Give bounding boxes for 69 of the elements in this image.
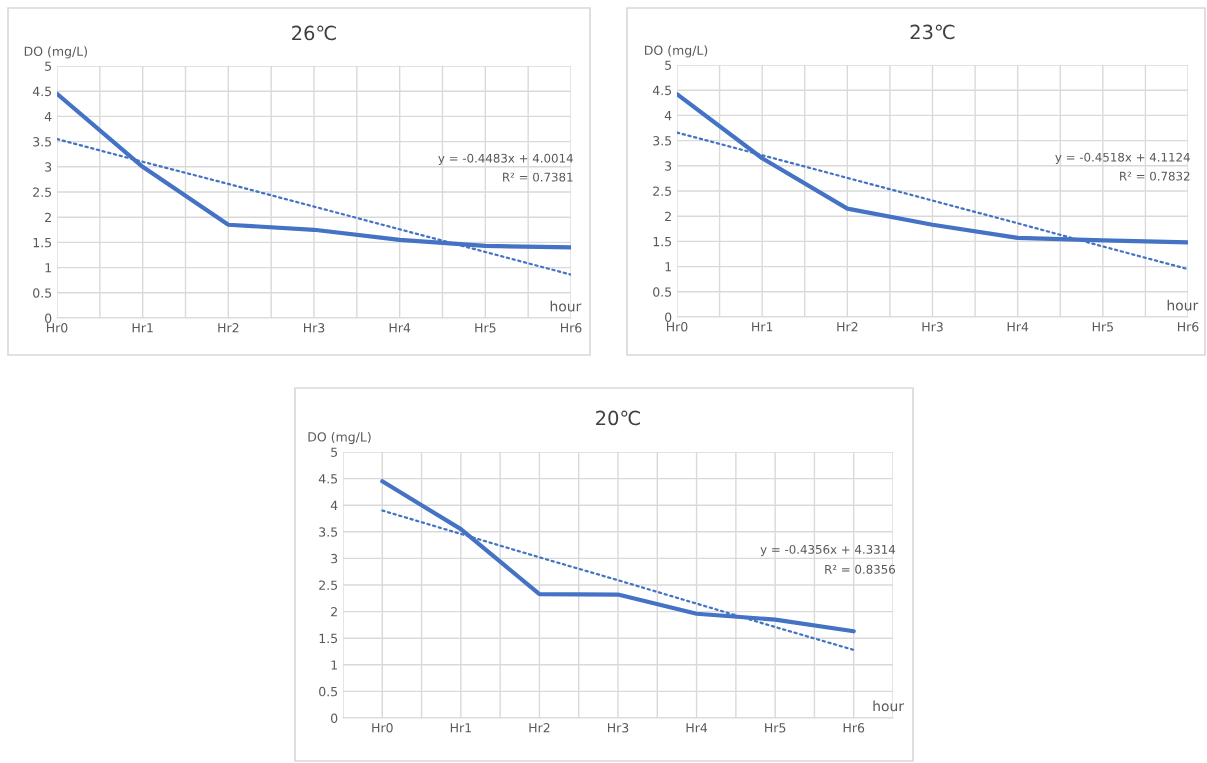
y-tick-label: 1.5 bbox=[319, 633, 338, 644]
y-tick-label: 3.5 bbox=[319, 527, 338, 537]
y-tick-label: 1.5 bbox=[33, 238, 52, 248]
x-tick-label: Hr3 bbox=[607, 723, 629, 733]
y-tick-label: 0.5 bbox=[653, 287, 672, 297]
y-tick-label: 5 bbox=[331, 447, 338, 457]
x-tick-label: Hr6 bbox=[560, 323, 582, 333]
x-tick-label: Hr5 bbox=[765, 723, 786, 733]
y-axis-title: DO (mg/L) bbox=[645, 45, 708, 58]
y-tick-label: 0 bbox=[665, 312, 672, 322]
x-tick-label: Hr0 bbox=[46, 323, 68, 333]
x-axis-title: hour bbox=[1167, 299, 1199, 311]
x-tick-label: Hr0 bbox=[666, 322, 688, 332]
y-tick-label: 1 bbox=[45, 263, 51, 273]
y-tick-label: 4 bbox=[44, 112, 52, 122]
y-tick-label: 2.5 bbox=[653, 186, 672, 196]
y-tick-label: 1.5 bbox=[653, 237, 672, 247]
annotation: R² = 0.7381 bbox=[503, 172, 573, 182]
y-tick-label: 1 bbox=[331, 660, 337, 670]
y-axis-title: DO (mg/L) bbox=[24, 46, 87, 59]
x-tick-label: Hr4 bbox=[1007, 322, 1029, 332]
y-axis-title: DO (mg/L) bbox=[308, 431, 371, 445]
y-tick-label: 4.5 bbox=[318, 474, 338, 484]
x-tick-label: Hr6 bbox=[1177, 322, 1199, 332]
y-tick-label: 4 bbox=[664, 111, 672, 121]
y-tick-label: 0 bbox=[45, 313, 52, 323]
annotation: R² = 0.7832 bbox=[1120, 171, 1190, 181]
x-tick-label: Hr2 bbox=[529, 723, 550, 733]
x-tick-label: Hr5 bbox=[1092, 322, 1113, 332]
x-tick-label: Hr6 bbox=[843, 723, 865, 733]
x-axis-title: hour bbox=[873, 700, 904, 712]
y-tick-label: 4 bbox=[330, 500, 338, 510]
x-tick-label: Hr3 bbox=[922, 322, 943, 332]
x-axis-title: hour bbox=[550, 300, 582, 312]
annotation: R² = 0.8356 bbox=[825, 564, 896, 574]
x-tick-label: Hr5 bbox=[475, 323, 496, 333]
y-tick-label: 3.5 bbox=[653, 136, 672, 146]
y-tick-label: 5 bbox=[665, 60, 672, 70]
annotation: y = -0.4518x + 4.1124 bbox=[1055, 152, 1190, 164]
y-tick-label: 5 bbox=[45, 61, 52, 71]
x-tick-label: Hr2 bbox=[218, 323, 239, 333]
y-tick-label: 3 bbox=[45, 162, 52, 172]
y-tick-label: 3 bbox=[331, 553, 338, 564]
y-tick-label: 2 bbox=[331, 607, 337, 617]
x-tick-label: Hr0 bbox=[372, 723, 393, 733]
y-tick-label: 2 bbox=[665, 211, 671, 221]
chart-title: 20℃ bbox=[596, 410, 640, 426]
y-tick-label: 0.5 bbox=[33, 288, 52, 298]
y-tick-label: 2.5 bbox=[33, 187, 52, 197]
chart-title: 26℃ bbox=[292, 25, 336, 41]
chart-title: 23℃ bbox=[910, 24, 955, 40]
x-tick-label: Hr1 bbox=[132, 323, 153, 333]
y-tick-label: 4.5 bbox=[652, 85, 672, 96]
y-tick-label: 3.5 bbox=[33, 137, 52, 147]
annotation: y = -0.4483x + 4.0014 bbox=[438, 153, 573, 165]
y-tick-label: 2.5 bbox=[319, 580, 338, 590]
y-tick-label: 3 bbox=[665, 161, 672, 171]
y-tick-label: 0 bbox=[331, 713, 338, 723]
x-tick-label: Hr1 bbox=[450, 723, 471, 733]
y-tick-label: 2 bbox=[45, 212, 51, 222]
y-tick-label: 0.5 bbox=[319, 686, 338, 697]
annotation: y = -0.4356x + 4.3314 bbox=[760, 544, 896, 557]
y-tick-label: 4.5 bbox=[32, 86, 52, 97]
y-tick-label: 1 bbox=[665, 262, 671, 272]
x-tick-label: Hr3 bbox=[303, 323, 325, 333]
x-tick-label: Hr4 bbox=[389, 323, 411, 333]
x-tick-label: Hr2 bbox=[837, 322, 858, 332]
x-tick-label: Hr4 bbox=[686, 723, 708, 733]
x-tick-label: Hr1 bbox=[752, 322, 773, 332]
